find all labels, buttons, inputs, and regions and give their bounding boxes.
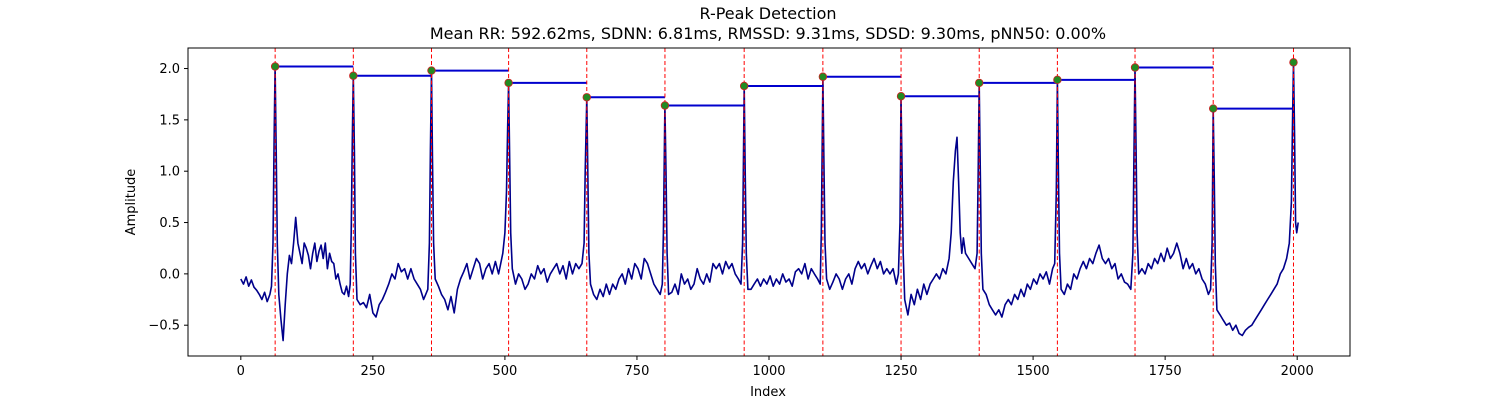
ecg-signal-line — [240, 61, 1299, 342]
x-tick-label: 2000 — [1281, 364, 1314, 379]
x-axis: 0 250 500 750 1000 1250 1500 1750 2000 — [237, 356, 1314, 379]
x-axis-label: Index — [750, 385, 786, 400]
r-peak-marker — [270, 62, 280, 71]
r-peak-marker — [975, 78, 984, 88]
x-tick-label: 250 — [360, 364, 385, 379]
chart-subtitle: Mean RR: 592.62ms, SDNN: 6.81ms, RMSSD: … — [430, 24, 1106, 43]
plot-area — [240, 48, 1299, 356]
r-peak-marker — [1289, 58, 1298, 67]
y-tick-label: 2.0 — [159, 62, 180, 77]
y-tick-label: −0.5 — [148, 319, 180, 334]
r-peak-marker — [1209, 104, 1218, 113]
r-peak-marker — [582, 93, 591, 102]
r-peak-marker — [1130, 63, 1140, 72]
x-tick-label: 1500 — [1017, 364, 1050, 379]
r-peak-marker — [739, 81, 749, 91]
y-axis: −0.5 0.0 0.5 1.0 1.5 2.0 — [148, 62, 188, 334]
r-peak-marker — [660, 101, 670, 110]
y-tick-label: 1.5 — [159, 113, 180, 128]
x-tick-label: 1000 — [752, 364, 785, 379]
r-peak-marker — [1053, 75, 1062, 85]
x-tick-label: 0 — [237, 364, 245, 379]
x-tick-label: 1750 — [1149, 364, 1182, 379]
chart-title: R-Peak Detection — [699, 4, 836, 23]
plot-frame — [187, 47, 1351, 357]
y-tick-label: 1.0 — [159, 165, 180, 180]
r-peak-marker — [427, 66, 436, 75]
y-tick-label: 0.0 — [159, 267, 180, 282]
r-peak-marker — [504, 78, 513, 88]
x-tick-label: 500 — [492, 364, 517, 379]
x-tick-label: 750 — [625, 364, 650, 379]
y-tick-label: 0.5 — [159, 216, 180, 231]
y-axis-label: Amplitude — [124, 169, 139, 236]
r-peak-marker — [896, 92, 906, 101]
r-peak-marker — [349, 71, 358, 80]
r-peak-marker — [818, 72, 828, 81]
x-tick-label: 1250 — [884, 364, 917, 379]
